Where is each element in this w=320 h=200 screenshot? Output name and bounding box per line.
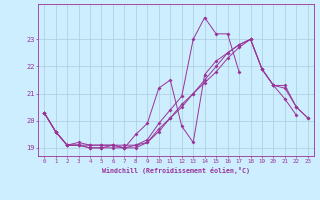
X-axis label: Windchill (Refroidissement éolien,°C): Windchill (Refroidissement éolien,°C) xyxy=(102,167,250,174)
